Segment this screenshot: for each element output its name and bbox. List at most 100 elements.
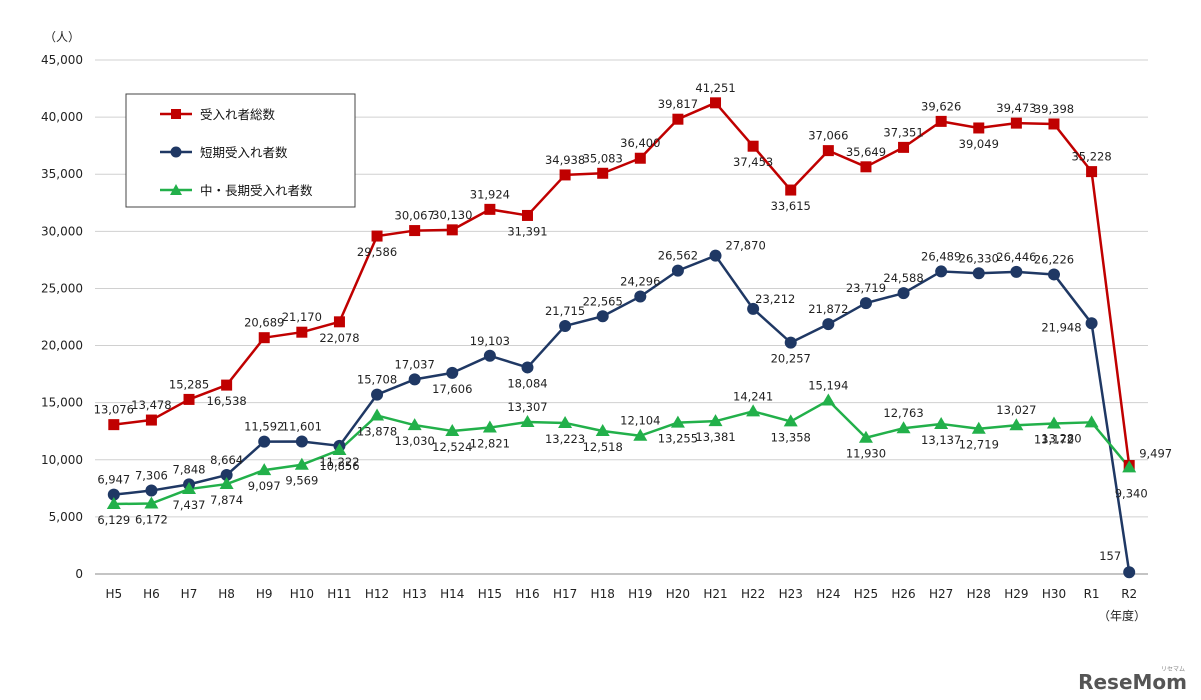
x-tick-label: H25 [854,587,878,601]
data-label: 12,719 [959,438,999,452]
point-marker [1046,416,1061,429]
data-label: 12,104 [620,414,660,428]
x-tick-label: H8 [218,587,235,601]
point-marker [1085,317,1098,330]
data-label: 33,615 [771,199,811,213]
point-marker [859,297,872,310]
x-tick-label: H23 [779,587,803,601]
point-marker [408,373,421,386]
data-label: 12,518 [583,440,623,454]
data-label: 15,194 [808,378,848,392]
point-marker [409,225,421,237]
x-tick-label: H16 [515,587,539,601]
data-label: 30,067 [395,209,435,223]
point-marker [1047,268,1060,281]
data-label: 13,027 [996,403,1036,417]
point-marker [672,113,684,125]
data-label: 36,400 [620,136,660,150]
point-marker [633,428,648,441]
point-marker [858,430,873,443]
watermark-small-text: リセマム [1160,666,1185,673]
legend-square-icon [171,109,181,119]
legend-triangle-icon [170,184,182,195]
point-marker [896,421,911,434]
data-label: 13,255 [658,432,698,446]
gridlines [95,59,1148,575]
data-label: 37,066 [808,129,848,143]
data-label: 37,453 [733,155,773,169]
data-label: 7,306 [135,469,168,483]
series-markers [106,97,1137,579]
point-marker [710,97,722,109]
point-marker [1123,566,1136,579]
data-label: 23,212 [755,292,795,306]
data-label: 30,130 [432,208,472,222]
x-tick-label: H21 [703,587,727,601]
data-label: 8,664 [210,453,243,467]
data-label: 23,719 [846,281,886,295]
data-label: 7,848 [173,462,206,476]
point-marker [860,161,872,173]
x-tick-label: H27 [929,587,953,601]
data-label: 37,351 [883,125,923,139]
data-label: 20,257 [771,352,811,366]
point-marker [973,122,985,134]
x-tick-label: H29 [1004,587,1028,601]
data-label: 13,381 [695,430,735,444]
x-tick-label: H5 [105,587,122,601]
point-marker [747,140,759,152]
point-marker [784,336,797,349]
point-marker [407,418,422,431]
point-marker [1048,118,1060,130]
point-marker [521,361,534,374]
point-marker [294,457,309,470]
data-label: 14,241 [733,389,773,403]
point-marker [219,477,234,490]
data-label: 17,606 [432,382,472,396]
y-tick-label: 35,000 [41,167,83,181]
point-marker [671,264,684,277]
point-marker [670,415,685,428]
x-tick-label: H22 [741,587,765,601]
x-tick-label: H11 [327,587,351,601]
point-marker [935,115,947,127]
point-marker [144,496,159,509]
data-label: 6,129 [97,513,130,527]
data-label: 26,446 [996,250,1036,264]
y-tick-label: 0 [75,567,83,581]
point-marker [1010,265,1023,278]
x-tick-label: H18 [591,587,615,601]
data-label: 13,280 [1041,431,1081,445]
data-label: 22,078 [319,331,359,345]
data-label: 9,569 [285,474,318,488]
x-tick-label: H7 [181,587,198,601]
point-marker [898,141,910,153]
axes: 0 5,000 10,000 15,000 20,000 25,000 30,000 35,0… [41,53,1148,601]
data-label: 19,103 [470,334,510,348]
point-marker [746,404,761,417]
data-label: 6,947 [97,473,130,487]
y-axis-unit: （人） [44,30,80,44]
data-label: 29,586 [357,245,397,259]
point-marker [332,443,347,456]
x-tick-label: H19 [628,587,652,601]
point-marker [596,310,609,323]
y-tick-label: 25,000 [41,281,83,295]
data-label: 39,473 [996,101,1036,115]
legend-circle-icon [170,146,182,158]
point-marker [785,184,797,196]
x-tick-label: H13 [403,587,427,601]
point-marker [521,209,533,221]
data-label: 11,592 [244,420,284,434]
point-marker [897,287,910,300]
point-marker [446,366,459,379]
point-marker [145,414,157,426]
point-marker [1009,418,1024,431]
point-marker [708,414,723,427]
point-marker [371,230,383,242]
y-tick-label: 5,000 [49,510,83,524]
point-marker [483,349,496,362]
point-marker [1084,415,1099,428]
data-label: 26,330 [959,251,999,265]
